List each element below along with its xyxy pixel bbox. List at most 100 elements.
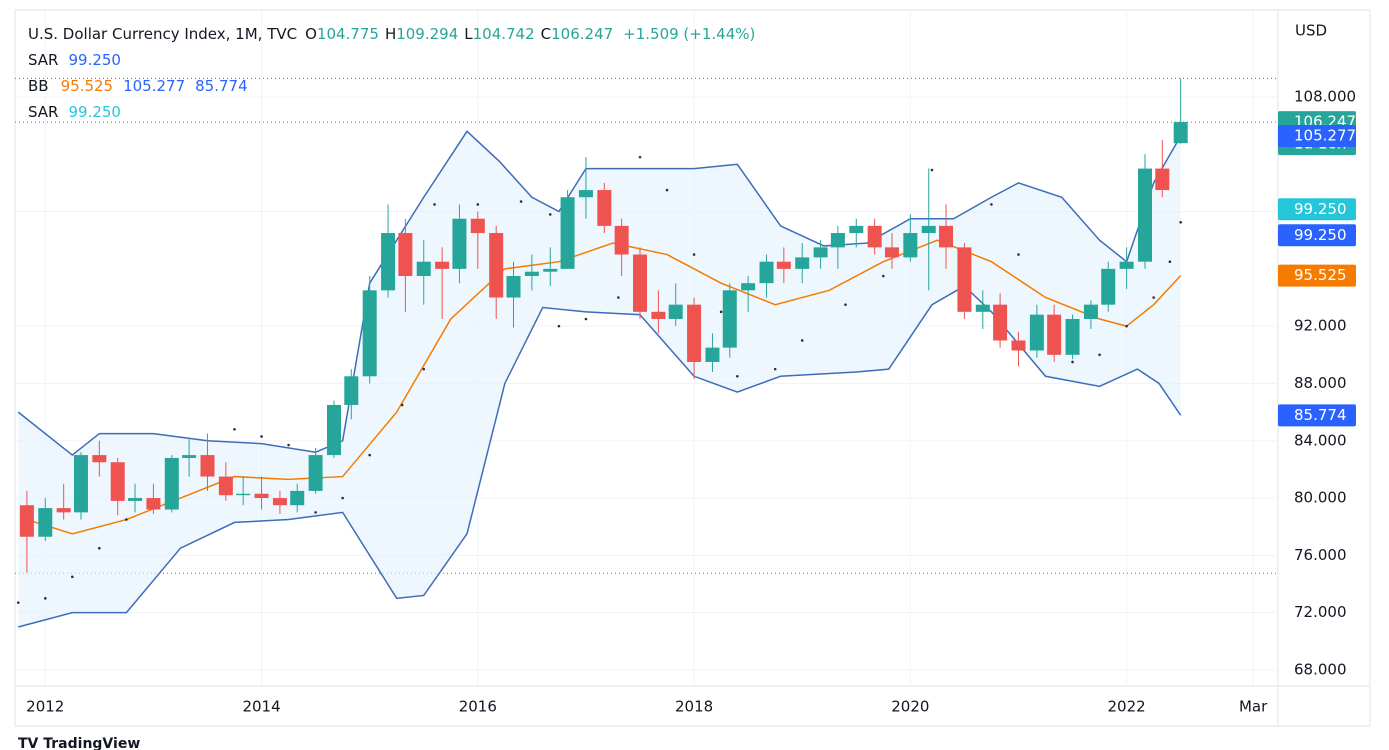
candle-body [308,455,323,491]
x-tick-label: 2018 [675,698,713,716]
candle-body [651,311,666,319]
y-tick-label: 92.000 [1294,317,1347,335]
y-tick-label: 80.000 [1294,489,1347,507]
sar-dot [665,188,669,192]
sar-dot [341,496,344,500]
x-tick-label: 2014 [242,698,280,716]
price-tag-label: 95.525 [1294,266,1347,284]
price-tag-label: 99.250 [1294,226,1347,244]
candle-body [759,261,774,284]
sar-dot [476,203,480,206]
sar-dot [548,213,552,216]
candle-body [722,290,737,348]
price-tag [1278,264,1356,287]
legend-row: BB 95.525 105.277 85.774 [28,77,248,95]
sar-dot [990,203,993,206]
legend-item: C [541,25,551,43]
sar-dot [557,324,561,328]
legend-item: 99.250 [68,103,121,121]
candle-body [1047,314,1062,355]
candle-body [884,247,899,258]
legend-item: 104.742 [473,25,535,43]
legend-item: SAR [28,51,58,69]
candle-body [993,304,1008,341]
x-tick-label: 2012 [26,698,64,716]
candle-body [957,247,972,312]
candle-body [1083,304,1098,319]
y-tick-label: 76.000 [1294,546,1347,564]
candle-body [1173,122,1188,144]
candle-body [1137,168,1152,262]
candle-body [92,455,107,463]
sar-dot [882,274,885,278]
price-tag [1278,198,1356,221]
candle-body [1011,340,1026,351]
sar-dot [638,155,642,159]
candle-body [776,261,791,269]
sar-dot [1125,324,1128,328]
candle-body [830,233,845,248]
sar-dot [692,253,696,256]
candle-body [435,261,450,269]
y-tick-label: 84.000 [1294,431,1347,449]
candle-body [38,508,53,537]
candle-body [578,190,593,198]
legend-row: SAR 99.250 [28,51,121,69]
plot-area [15,10,1278,686]
x-tick-label: Mar [1239,698,1268,716]
x-tick-label: 2016 [459,698,497,716]
candle-body [939,225,954,248]
logo: TV TradingView [18,736,140,750]
candle-body [362,290,377,377]
candle-body [182,455,197,458]
sar-dot [287,443,290,447]
candle-body [1065,318,1080,355]
candle-body [200,455,215,477]
candle-body [1119,261,1134,269]
legend-item: BB [28,77,49,95]
legend-item: O [305,25,317,43]
candle-body [597,190,612,226]
sar-dot [433,203,436,206]
price-tag-label: 85.774 [1294,406,1347,424]
candle-body [741,283,756,291]
sar-dot [800,339,804,342]
candle-body [705,347,720,362]
candle-body [452,218,467,269]
y-tick-label: 68.000 [1294,660,1347,678]
candle-body [146,498,161,510]
legend-item: 109.294 [396,25,458,43]
candle-body [344,376,359,405]
price-tag [1278,124,1356,147]
candle-body [849,225,864,234]
sar-dot [314,511,317,514]
legend-item: 104.775 [317,25,379,43]
candle-body [56,508,71,513]
y-tick-label: 88.000 [1294,374,1347,392]
y-tick-label: 72.000 [1294,603,1347,621]
sar-dot [368,453,371,457]
candle-body [560,197,575,269]
candle-body [1029,314,1044,351]
legend-item: 105.277 [123,77,185,95]
candle-body [236,493,251,496]
candle-body [1101,268,1116,305]
sar-dot [71,575,74,579]
sar-dot [1168,260,1172,263]
candle-body [218,476,233,496]
price-tag [1278,224,1356,247]
legend-item: 85.774 [195,77,248,95]
candle-body [254,493,269,499]
candle-body [975,304,990,312]
candle-body [903,233,918,258]
bb-upper [17,130,1182,457]
sar-dot [98,546,101,550]
legend-row: U.S. Dollar Currency Index, 1M, TVC O104.… [28,25,755,43]
sar-dot [519,200,523,203]
candle-body [272,498,287,506]
candle-body [19,505,34,537]
frame [14,9,1371,727]
sar-dot [1071,360,1074,364]
price-tag-label: 99.250 [1294,200,1347,218]
candle-body [921,225,936,234]
